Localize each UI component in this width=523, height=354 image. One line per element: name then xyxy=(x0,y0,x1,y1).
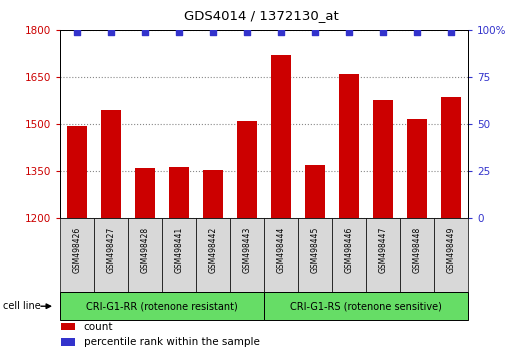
Point xyxy=(277,29,286,35)
Bar xyxy=(101,110,121,218)
Text: count: count xyxy=(84,322,113,332)
Bar xyxy=(264,292,468,320)
Text: GSM498442: GSM498442 xyxy=(209,227,218,273)
Bar xyxy=(332,218,366,292)
Bar xyxy=(61,323,75,331)
Point xyxy=(141,29,150,35)
Text: GSM498443: GSM498443 xyxy=(243,227,252,273)
Text: CRI-G1-RR (rotenone resistant): CRI-G1-RR (rotenone resistant) xyxy=(86,301,238,311)
Bar xyxy=(434,218,468,292)
Point xyxy=(413,29,422,35)
Bar xyxy=(230,218,264,292)
Bar xyxy=(339,74,359,218)
Point xyxy=(175,29,184,35)
Bar xyxy=(373,100,393,218)
Text: GSM498447: GSM498447 xyxy=(379,227,388,273)
Text: GSM498445: GSM498445 xyxy=(311,227,320,273)
Bar xyxy=(60,292,264,320)
Point xyxy=(379,29,388,35)
Bar xyxy=(162,218,196,292)
Text: percentile rank within the sample: percentile rank within the sample xyxy=(84,337,259,347)
Point xyxy=(243,29,252,35)
Bar xyxy=(135,168,155,218)
Point xyxy=(73,29,82,35)
Bar xyxy=(61,338,75,346)
Bar xyxy=(400,218,434,292)
Bar xyxy=(196,218,230,292)
Bar xyxy=(366,218,400,292)
Text: GSM498428: GSM498428 xyxy=(141,227,150,273)
Text: GSM498426: GSM498426 xyxy=(73,227,82,273)
Point xyxy=(311,29,320,35)
Bar xyxy=(271,55,291,218)
Text: CRI-G1-RS (rotenone sensitive): CRI-G1-RS (rotenone sensitive) xyxy=(290,301,442,311)
Point xyxy=(107,29,116,35)
Point xyxy=(345,29,354,35)
Text: GSM498449: GSM498449 xyxy=(447,227,456,273)
Bar xyxy=(237,121,257,218)
Bar xyxy=(128,218,162,292)
Text: GDS4014 / 1372130_at: GDS4014 / 1372130_at xyxy=(184,9,339,22)
Bar xyxy=(441,97,461,218)
Text: GSM498448: GSM498448 xyxy=(413,227,422,273)
Text: GSM498441: GSM498441 xyxy=(175,227,184,273)
Bar xyxy=(94,218,128,292)
Bar xyxy=(305,165,325,218)
Text: GSM498446: GSM498446 xyxy=(345,227,354,273)
Text: GSM498427: GSM498427 xyxy=(107,227,116,273)
Point xyxy=(209,29,218,35)
Bar xyxy=(264,218,298,292)
Bar xyxy=(60,218,94,292)
Bar xyxy=(169,167,189,218)
Bar xyxy=(67,126,87,218)
Bar xyxy=(298,218,332,292)
Point xyxy=(447,29,456,35)
Bar xyxy=(203,170,223,218)
Text: GSM498444: GSM498444 xyxy=(277,227,286,273)
Text: cell line: cell line xyxy=(3,301,40,311)
Bar xyxy=(407,119,427,218)
